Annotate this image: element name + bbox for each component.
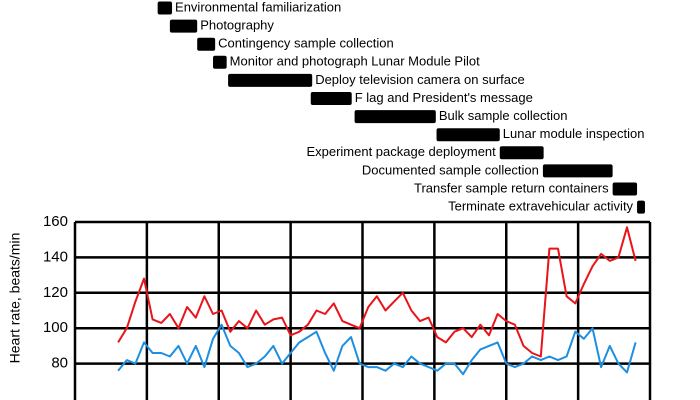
task-bar <box>197 37 216 51</box>
y-tick-label: 100 <box>43 319 68 336</box>
task-label: Environmental familiarization <box>175 0 341 14</box>
task-label: Terminate extravehicular activity <box>448 199 633 214</box>
task-bar <box>228 73 313 87</box>
y-tick-label: 120 <box>43 284 68 301</box>
task-bar <box>436 128 500 142</box>
task-bar <box>169 19 198 33</box>
task-label: Deploy television camera on surface <box>315 72 525 87</box>
task-bar <box>542 164 613 178</box>
heart-rate-line <box>117 323 637 376</box>
task-label: Lunar module inspection <box>503 126 645 141</box>
task-label: Bulk sample collection <box>439 108 568 123</box>
task-bar <box>157 1 173 15</box>
task-bar <box>354 110 436 124</box>
task-bar <box>310 92 352 105</box>
y-tick-label: 160 <box>43 213 68 230</box>
task-label: Transfer sample return containers <box>414 180 609 195</box>
task-bar <box>499 146 544 160</box>
task-bar <box>213 55 227 69</box>
task-bar <box>612 182 638 196</box>
task-label: Documented sample collection <box>362 162 539 177</box>
task-label: Experiment package deployment <box>306 144 496 159</box>
y-axis-label: Heart rate, beats/min <box>7 233 23 364</box>
task-label: F lag and President's message <box>355 90 533 105</box>
task-bar <box>637 200 645 214</box>
task-label: Photography <box>200 18 274 33</box>
task-label: Monitor and photograph Lunar Module Pilo… <box>230 54 480 69</box>
y-tick-label: 80 <box>51 355 68 372</box>
y-tick-label: 140 <box>43 248 68 265</box>
heart-rate-line <box>117 226 637 358</box>
task-label: Contingency sample collection <box>218 36 394 51</box>
